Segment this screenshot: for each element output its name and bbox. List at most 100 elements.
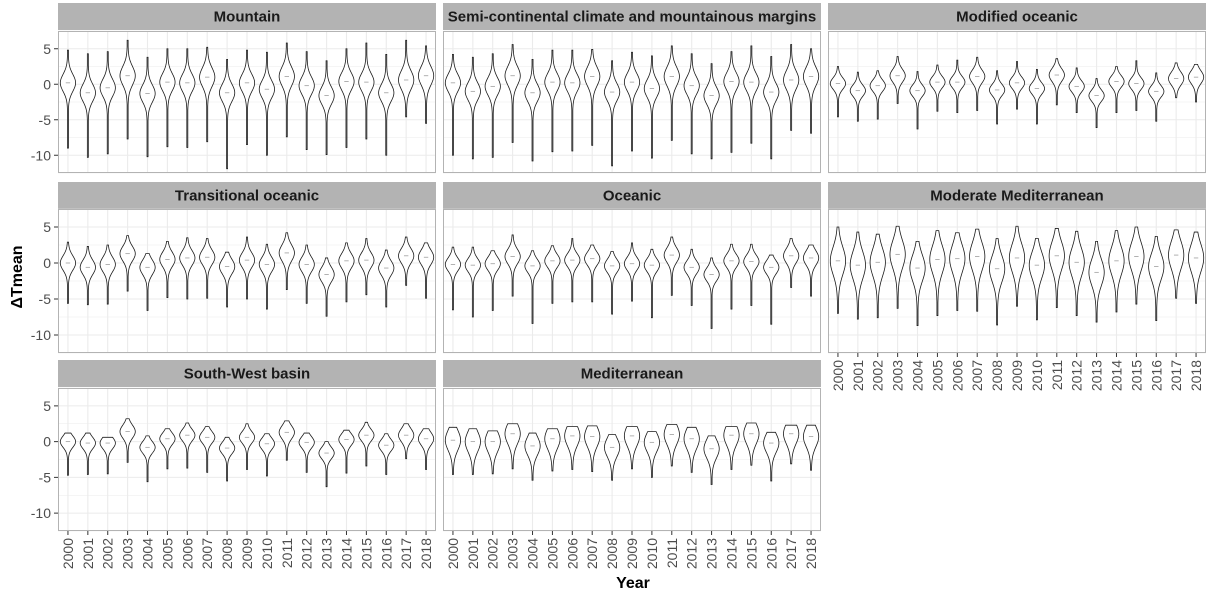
panel-border (443, 388, 821, 531)
violin-2002 (99, 436, 116, 475)
violin-2011 (663, 424, 680, 467)
violin-2014 (723, 243, 740, 310)
violin-2004 (524, 59, 541, 162)
y-tick-label: -10 (31, 147, 51, 163)
x-tick-label: 2002 (100, 538, 116, 569)
facet-strip (443, 182, 821, 209)
x-tick-label: 2005 (929, 360, 945, 391)
violin-2016 (763, 431, 780, 482)
x-tick-label: 2014 (338, 538, 354, 569)
violin-2008 (989, 238, 1006, 326)
facet-panel: Transitional oceanic (58, 182, 436, 354)
violin-2003 (504, 234, 521, 297)
violin-2002 (869, 233, 886, 319)
violin-2011 (1048, 228, 1065, 309)
x-tick-label: 2006 (179, 538, 195, 569)
x-tick-label: 2005 (159, 538, 175, 569)
facet-panel: Semi-continental climate and mountainous… (443, 3, 821, 174)
violin-2004 (524, 250, 541, 324)
facet-strip (58, 182, 436, 209)
violin-2014 (338, 48, 355, 148)
y-tick-label: -10 (31, 505, 51, 521)
facet-strip (828, 182, 1206, 209)
x-tick-label: 2011 (1049, 360, 1065, 390)
violin-2007 (584, 49, 601, 146)
violin-2012 (298, 51, 315, 150)
x-tick-label: 2012 (684, 538, 700, 569)
violin-2014 (1108, 230, 1125, 313)
violin-2017 (783, 424, 800, 465)
violin-2006 (179, 422, 196, 469)
violin-2012 (1068, 230, 1085, 316)
violin-2010 (258, 243, 275, 310)
panel-border (828, 31, 1206, 173)
violin-2014 (338, 242, 355, 303)
violin-2009 (623, 51, 641, 152)
violin-2011 (1048, 58, 1065, 106)
x-tick-label: 2002 (485, 538, 501, 569)
violin-2010 (643, 55, 660, 159)
x-tick-label: 2015 (1128, 360, 1144, 391)
violin-2005 (159, 48, 176, 148)
violin-2004 (909, 241, 926, 327)
violin-2009 (623, 426, 641, 470)
violin-2006 (179, 237, 196, 300)
violin-2007 (584, 244, 601, 303)
violin-2007 (199, 426, 216, 473)
x-tick-label: 2004 (910, 360, 926, 391)
violin-2018 (1187, 231, 1205, 304)
violin-2017 (398, 423, 415, 460)
violin-2004 (139, 435, 156, 483)
violin-2010 (258, 51, 275, 156)
x-tick-label: 2004 (525, 538, 541, 569)
violin-2011 (663, 45, 680, 141)
violin-2013 (1088, 241, 1105, 323)
violin-2008 (604, 434, 621, 481)
facet-panel: Oceanic (443, 182, 821, 354)
violin-2002 (869, 70, 886, 120)
x-tick-label: 2007 (199, 538, 215, 569)
facet-strip-title: Oceanic (603, 188, 661, 205)
y-tick-label: 0 (43, 76, 51, 92)
x-tick-label: 2014 (723, 538, 739, 569)
x-tick-label: 2015 (358, 538, 374, 569)
violin-2010 (258, 433, 275, 477)
y-axis-tick-labels: 5 0 -5 -10 5 0 -5 -10 5 0 -5 -10 (31, 41, 58, 521)
y-tick-label: 5 (43, 41, 51, 57)
violin-2007 (199, 46, 216, 143)
violin-2018 (802, 244, 820, 297)
x-tick-label: 2017 (1168, 360, 1184, 391)
facet-strip-title: Mountain (214, 9, 281, 26)
violin-2000 (444, 54, 461, 156)
violin-2008 (604, 251, 621, 315)
violin-2005 (544, 49, 561, 153)
violin-2004 (524, 432, 541, 481)
violin-2001 (464, 246, 481, 318)
y-tick-label: -5 (39, 291, 52, 307)
x-tick-label: 2008 (989, 360, 1005, 391)
violin-2013 (703, 257, 720, 329)
x-tick-label: 2001 (465, 538, 481, 569)
facet-strip-title: Mediterranean (581, 366, 684, 383)
x-tick-label: 2008 (219, 538, 235, 569)
x-tick-label: 2004 (140, 538, 156, 569)
panel-border (58, 388, 436, 531)
violin-2016 (1148, 235, 1165, 321)
violin-2017 (1168, 229, 1185, 299)
x-tick-label: 2015 (743, 538, 759, 569)
panel-border (58, 31, 436, 173)
violin-2003 (504, 423, 521, 470)
panel-border (443, 31, 821, 173)
x-tick-label: 2010 (1029, 360, 1045, 391)
violin-2011 (663, 236, 680, 296)
violin-2002 (484, 430, 501, 475)
violin-2018 (417, 428, 435, 470)
y-tick-label: 0 (43, 255, 51, 271)
violin-2015 (743, 243, 760, 306)
facet-strip-title: Transitional oceanic (175, 188, 319, 205)
violin-2002 (484, 53, 501, 158)
violin-2016 (378, 249, 395, 308)
violin-2003 (119, 39, 136, 140)
violin-2001 (79, 432, 96, 475)
